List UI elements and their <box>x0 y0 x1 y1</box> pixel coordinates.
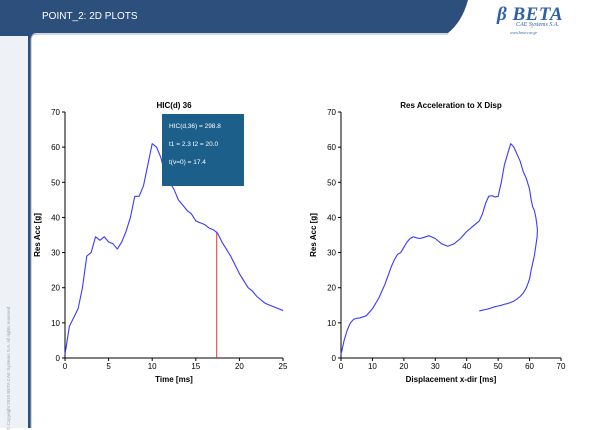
y-tick-label: 60 <box>51 143 60 152</box>
annotation-text: t1 = 2.3 t2 = 20.0 <box>169 141 219 148</box>
annotation-text: HIC(d,36) = 298.8 <box>169 123 221 130</box>
left-strip <box>0 36 28 428</box>
x-tick-label: 10 <box>368 362 377 371</box>
y-tick-label: 10 <box>327 319 336 328</box>
y-tick-label: 60 <box>327 143 336 152</box>
y-tick-label: 40 <box>51 213 60 222</box>
annotation-box <box>162 114 244 186</box>
x-axis-label: Time [ms] <box>155 375 193 384</box>
y-tick-label: 20 <box>327 284 336 293</box>
y-tick-label: 50 <box>51 178 60 187</box>
y-tick-label: 30 <box>51 249 60 258</box>
x-tick-label: 0 <box>63 362 68 371</box>
x-tick-label: 5 <box>106 362 111 371</box>
y-tick-label: 10 <box>51 319 60 328</box>
series-line <box>340 143 538 355</box>
y-axis-label: Res Acc [g] <box>309 213 318 257</box>
brand-logo-url: www.beta-cae.gr <box>510 30 538 35</box>
brand-logo: β BETA <box>497 4 564 25</box>
x-tick-label: 60 <box>525 362 534 371</box>
y-tick-label: 20 <box>51 284 60 293</box>
x-tick-label: 0 <box>339 362 344 371</box>
x-tick-label: 10 <box>148 362 157 371</box>
x-tick-label: 40 <box>462 362 471 371</box>
y-tick-label: 70 <box>51 108 60 117</box>
chart-title: HIC(d) 36 <box>156 101 192 110</box>
x-tick-label: 20 <box>235 362 244 371</box>
annotation-text: t(v=0) = 17.4 <box>169 159 206 166</box>
page-title: POINT_2: 2D PLOTS <box>42 11 138 22</box>
y-axis-label: Res Acc [g] <box>33 213 42 257</box>
y-tick-label: 0 <box>332 354 337 363</box>
chart-title: Res Acceleration to X Disp <box>400 101 502 110</box>
y-tick-label: 30 <box>327 249 336 258</box>
x-tick-label: 50 <box>494 362 503 371</box>
brand-logo-subtitle: CAE Systems S.A. <box>516 22 559 28</box>
x-tick-label: 20 <box>399 362 408 371</box>
y-tick-label: 50 <box>327 178 336 187</box>
y-tick-label: 40 <box>327 213 336 222</box>
x-tick-label: 15 <box>191 362 200 371</box>
y-tick-label: 70 <box>327 108 336 117</box>
x-axis-label: Displacement x-dir [ms] <box>406 375 497 384</box>
y-tick-label: 0 <box>56 354 61 363</box>
x-tick-label: 70 <box>557 362 566 371</box>
header-outline <box>30 33 448 428</box>
series-line <box>64 143 284 355</box>
x-tick-label: 25 <box>279 362 288 371</box>
x-tick-label: 30 <box>431 362 440 371</box>
